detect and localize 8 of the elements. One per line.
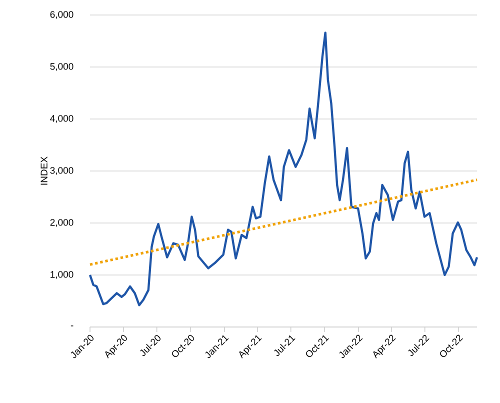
- y-tick-label: 4,000: [50, 115, 74, 123]
- y-tick-label: 2,000: [50, 219, 74, 227]
- y-tick-label: 6,000: [50, 11, 74, 19]
- y-tick-label: 5,000: [50, 63, 74, 71]
- line-series: [88, 32, 478, 306]
- y-axis-title: INDEX: [40, 156, 48, 185]
- y-tick-label: 3,000: [50, 167, 74, 175]
- y-tick-label: 1,000: [50, 271, 74, 279]
